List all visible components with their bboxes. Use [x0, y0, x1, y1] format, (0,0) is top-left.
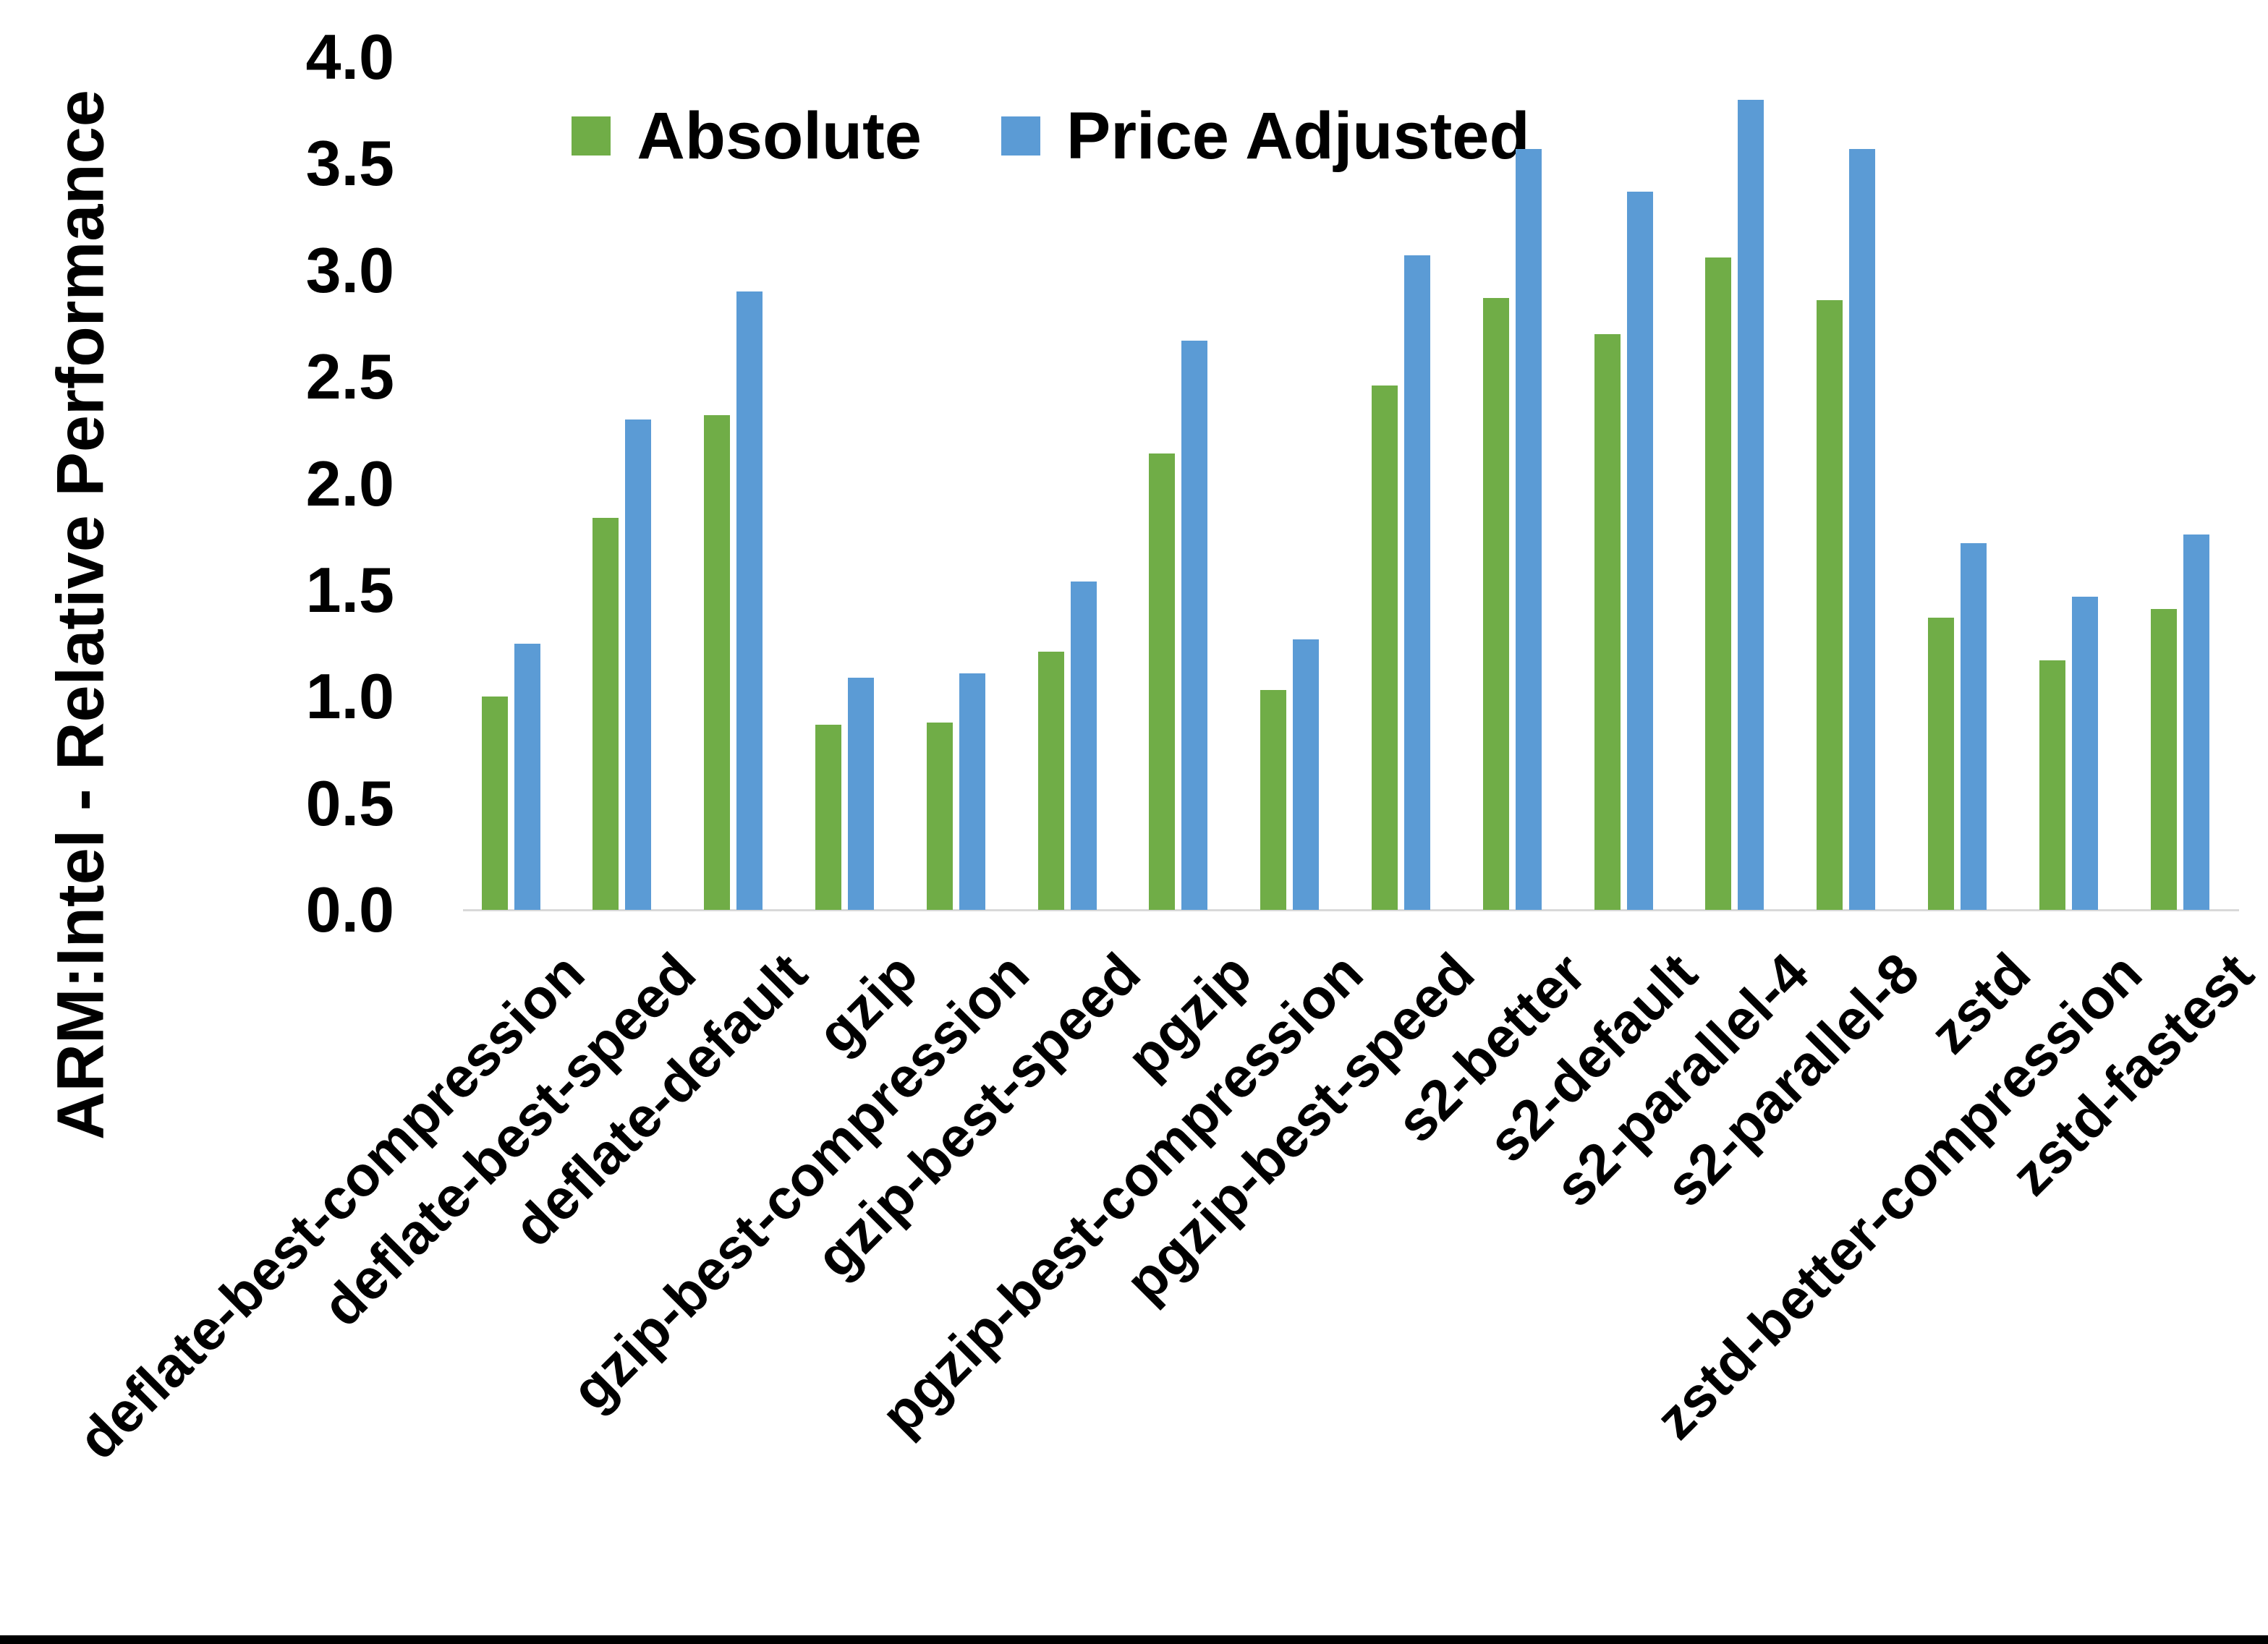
bar-absolute-deflate-best-speed	[593, 518, 619, 910]
bar-absolute-pgzip	[1149, 453, 1176, 910]
legend-item-price-adjusted: Price Adjusted	[1001, 103, 1530, 169]
bar-price-adjusted-zstd	[1960, 543, 1987, 910]
bar-absolute-zstd-fastest	[2150, 609, 2177, 910]
bar-absolute-s2-parallel-4	[1705, 257, 1732, 910]
y-tick-label: 3.0	[305, 234, 394, 306]
bar-price-adjusted-s2-default	[1626, 192, 1653, 910]
y-tick-label: 2.5	[305, 341, 394, 413]
bar-absolute-gzip	[815, 725, 841, 910]
x-axis-line	[463, 909, 2239, 911]
y-tick-label: 1.5	[305, 553, 394, 626]
bar-price-adjusted-gzip-best-compression	[959, 673, 985, 910]
price-adjusted-series-label: Price Adjusted	[1066, 99, 1530, 173]
bar-price-adjusted-s2-parallel-4	[1738, 100, 1764, 910]
bar-absolute-zstd-better-compression	[2039, 660, 2065, 910]
bar-price-adjusted-pgzip-best-speed	[1403, 255, 1430, 910]
y-tick-label: 3.5	[305, 127, 394, 200]
y-tick-label: 2.0	[305, 447, 394, 519]
bar-absolute-gzip-best-speed	[1037, 652, 1064, 910]
bar-price-adjusted-zstd-better-compression	[2071, 597, 2098, 910]
bar-price-adjusted-deflate-default	[736, 291, 763, 910]
bottom-border	[0, 1635, 2268, 1644]
bar-price-adjusted-zstd-fastest	[2183, 534, 2209, 910]
bar-price-adjusted-gzip-best-speed	[1070, 582, 1097, 910]
legend-item-absolute: Absolute	[572, 103, 922, 169]
bar-price-adjusted-gzip	[847, 678, 874, 910]
bar-absolute-pgzip-best-speed	[1371, 386, 1398, 910]
absolute-series-label: Absolute	[637, 99, 922, 173]
bar-absolute-deflate-default	[704, 415, 731, 910]
bar-price-adjusted-s2-better	[1515, 149, 1542, 910]
bar-price-adjusted-deflate-best-compression	[514, 644, 540, 910]
y-tick-label: 0.5	[305, 767, 394, 839]
y-tick-label: 0.0	[305, 874, 394, 945]
legend: Absolute Price Adjusted	[0, 103, 2185, 169]
bar-absolute-deflate-best-compression	[481, 697, 508, 910]
bar-absolute-s2-parallel-8	[1817, 300, 1843, 910]
bar-price-adjusted-deflate-best-speed	[625, 419, 652, 910]
bar-absolute-gzip-best-compression	[926, 723, 953, 910]
y-tick-label: 4.0	[305, 21, 394, 93]
bar-price-adjusted-pgzip	[1181, 341, 1208, 910]
price-adjusted-series-swatch	[1001, 116, 1040, 156]
bar-absolute-s2-default	[1594, 334, 1621, 910]
absolute-series-swatch	[572, 116, 611, 156]
bar-price-adjusted-s2-parallel-8	[1849, 149, 1876, 910]
bar-absolute-s2-better	[1482, 298, 1509, 910]
bar-absolute-zstd	[1927, 618, 1954, 910]
bar-absolute-pgzip-best-compression	[1260, 690, 1287, 910]
bar-price-adjusted-pgzip-best-compression	[1293, 639, 1320, 910]
y-tick-label: 1.0	[305, 660, 394, 733]
